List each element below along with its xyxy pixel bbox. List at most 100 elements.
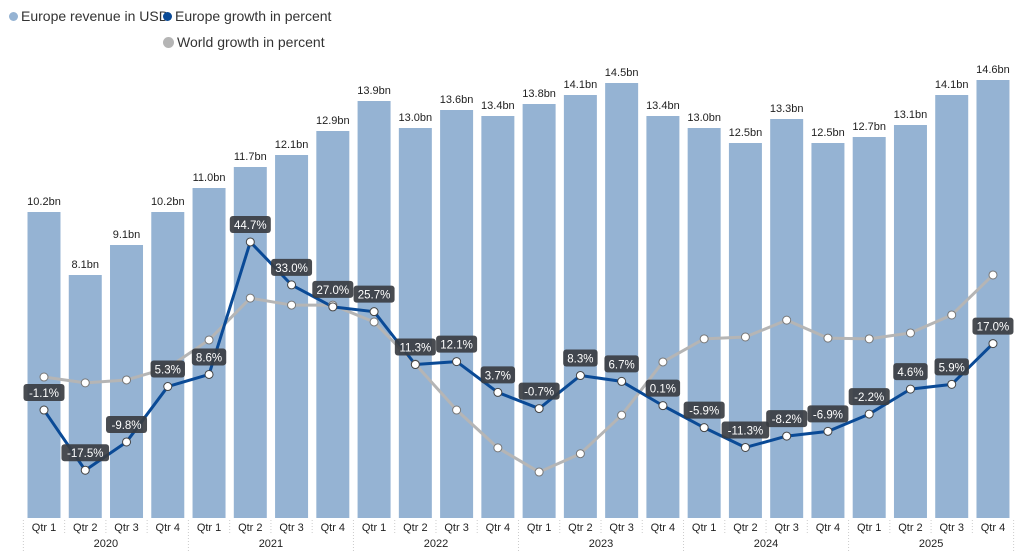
x-tick-label-quarter: Qtr 2 (238, 522, 262, 534)
europe-growth-data-label: 25.7% (353, 285, 395, 303)
x-tick-label-quarter: Qtr 2 (568, 522, 592, 534)
revenue-bar (728, 143, 762, 518)
bar-value-label: 13.0bn (399, 112, 433, 124)
data-label-text: 25.7% (358, 290, 391, 302)
world-growth-point (617, 410, 627, 420)
data-label-text: 33.0% (275, 263, 308, 275)
bar-value-label: 9.1bn (113, 229, 141, 241)
europe-growth-data-label: -17.5% (61, 444, 110, 462)
data-label-background (229, 215, 271, 233)
legend-marker-europe-growth (163, 11, 172, 21)
revenue-bar (935, 95, 969, 518)
bar-value-label: 14.5bn (605, 67, 639, 79)
revenue-bar (811, 143, 845, 518)
europe-growth-point (245, 237, 255, 247)
bar-value-label: 13.8bn (522, 88, 556, 100)
europe-growth-data-label: -0.7% (518, 382, 560, 400)
x-tick-label-year: 2020 (94, 538, 118, 550)
data-label-background (683, 401, 725, 419)
legend-europe-growth[interactable]: Europe growth in percent (163, 8, 331, 24)
europe-growth-point (864, 409, 874, 419)
legend-europe-revenue[interactable]: Europe revenue in USD (9, 8, 169, 24)
x-tick-label-quarter: Qtr 4 (156, 522, 180, 534)
europe-growth-point (410, 360, 420, 370)
revenue-bar (481, 116, 515, 518)
revenue-bar (522, 104, 556, 518)
bar-value-label: 10.2bn (151, 196, 185, 208)
data-label-background (972, 317, 1014, 335)
bar-value-label: 11.0bn (193, 172, 226, 184)
data-label-text: 11.3% (399, 343, 431, 355)
revenue-bar (976, 80, 1010, 518)
bar-value-label: 11.7bn (234, 151, 267, 163)
europe-growth-data-label: -6.9% (807, 405, 849, 423)
x-tick-label-quarter: Qtr 3 (444, 522, 468, 534)
data-label-text: 8.3% (567, 354, 593, 366)
world-growth-point (204, 335, 214, 345)
data-label-text: -11.3% (728, 425, 764, 437)
revenue-bar (440, 110, 474, 518)
europe-growth-point (163, 382, 173, 392)
world-growth-point (988, 270, 998, 280)
revenue-bar (605, 83, 639, 518)
data-label-background (106, 415, 148, 433)
europe-growth-data-label: 6.7% (604, 355, 639, 373)
legend-label: Europe growth in percent (175, 8, 332, 24)
world-growth-point (452, 405, 462, 415)
revenue-bar (68, 275, 102, 518)
legend-marker-world-growth (163, 36, 174, 48)
x-tick-label-quarter: Qtr 1 (362, 522, 386, 534)
x-tick-label-year: 2025 (919, 538, 943, 550)
x-tick-label-quarter: Qtr 3 (279, 522, 303, 534)
europe-growth-data-label: 44.7% (229, 215, 271, 233)
data-label-background (150, 360, 185, 378)
world-growth-point (122, 375, 132, 385)
data-label-text: 0.1% (650, 384, 676, 396)
europe-growth-data-label: -9.8% (106, 415, 148, 433)
revenue-bar (316, 131, 350, 518)
x-tick-label-quarter: Qtr 4 (321, 522, 345, 534)
europe-growth-point (39, 405, 49, 415)
data-label-text: 44.7% (234, 220, 267, 232)
revenue-bar (646, 116, 680, 518)
legend-world-growth[interactable]: World growth in percent (163, 34, 325, 50)
europe-growth-point (823, 426, 833, 436)
europe-growth-data-label: -2.2% (848, 388, 890, 406)
bar-value-label: 13.4bn (646, 100, 680, 112)
europe-growth-data-label: 17.0% (972, 317, 1014, 335)
europe-growth-point (905, 384, 915, 394)
europe-growth-data-label: 33.0% (271, 258, 313, 276)
world-growth-point (947, 310, 957, 320)
europe-growth-point (947, 379, 957, 389)
europe-growth-data-label: 11.3% (394, 338, 436, 356)
x-tick-label-year: 2021 (259, 538, 283, 550)
data-label-text: 4.6% (897, 367, 923, 379)
data-label-background (353, 285, 395, 303)
world-growth-point (80, 378, 90, 388)
data-label-background (436, 335, 478, 353)
x-tick-label-year: 2023 (589, 538, 613, 550)
data-label-background (604, 355, 639, 373)
data-label-background (645, 379, 681, 397)
data-label-background (480, 366, 516, 384)
data-label-text: -6.9% (813, 409, 843, 421)
bar-value-label: 12.7bn (852, 121, 886, 133)
europe-growth-data-label: -8.2% (766, 410, 808, 428)
europe-growth-point (534, 404, 544, 414)
x-tick-label-quarter: Qtr 3 (609, 522, 633, 534)
x-tick-label-quarter: Qtr 2 (733, 522, 757, 534)
data-label-background (394, 338, 436, 356)
bar-value-label: 14.1bn (564, 79, 598, 91)
bar-value-label: 10.2bn (27, 196, 61, 208)
data-label-text: 3.7% (485, 370, 511, 382)
bar-value-label: 12.5bn (811, 127, 845, 139)
europe-growth-data-label: 0.1% (645, 379, 681, 397)
x-tick-label-quarter: Qtr 1 (197, 522, 221, 534)
x-tick-label-year: 2024 (754, 538, 778, 550)
x-tick-label-quarter: Qtr 4 (486, 522, 510, 534)
revenue-bar (398, 128, 432, 518)
revenue-bar (563, 95, 597, 518)
data-label-text: 5.9% (939, 362, 965, 374)
europe-growth-data-label: -11.3% (721, 421, 770, 439)
revenue-bar (893, 125, 927, 518)
